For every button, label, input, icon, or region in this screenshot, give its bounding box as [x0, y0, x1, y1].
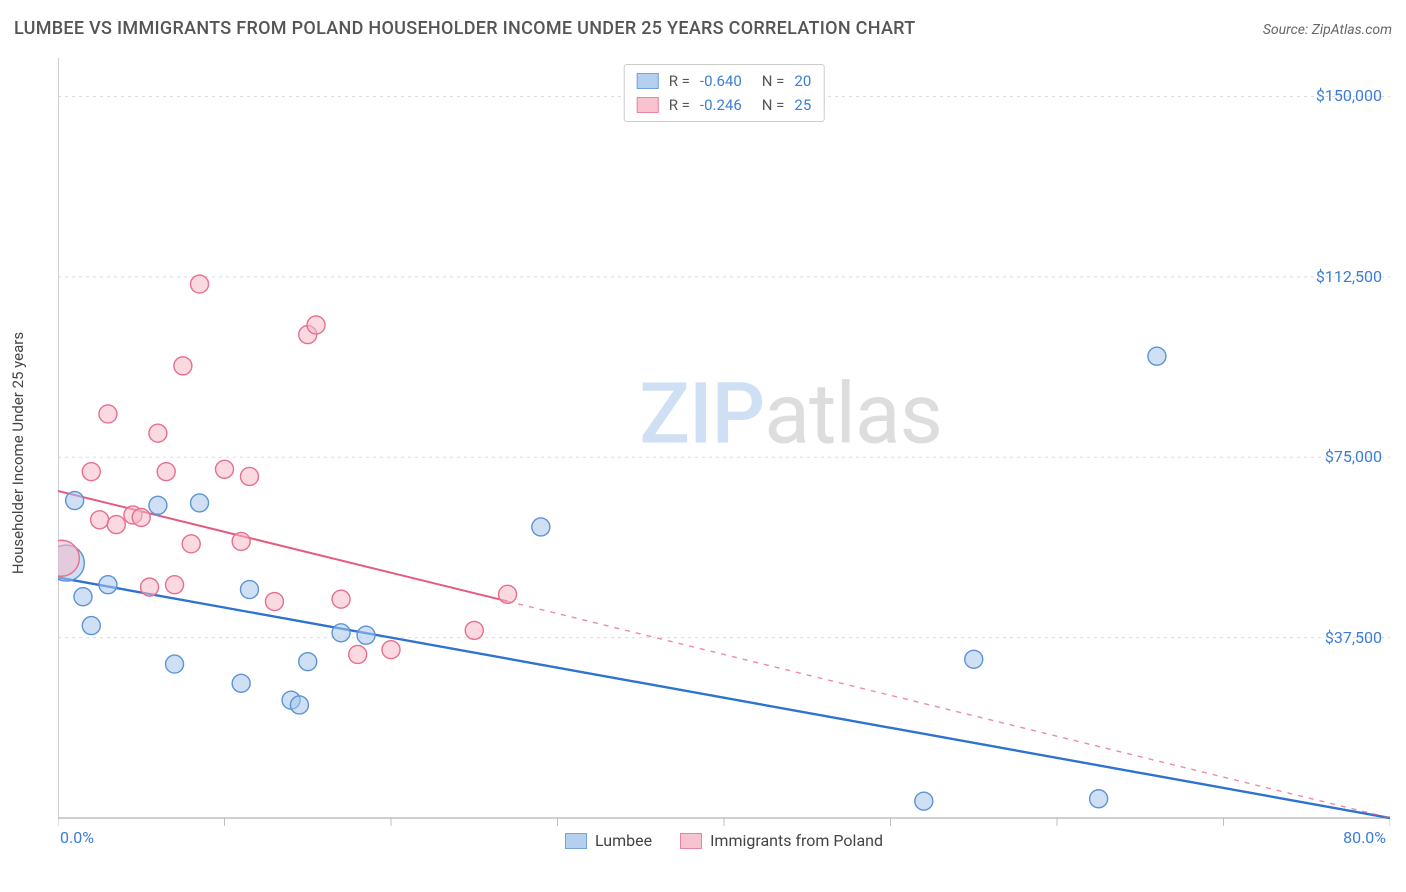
scatter-point: [965, 650, 983, 668]
scatter-point: [182, 535, 200, 553]
x-tick-label: 0.0%: [60, 828, 94, 847]
y-axis-label: Householder Income Under 25 years: [9, 332, 27, 574]
scatter-point: [290, 696, 308, 714]
scatter-point: [191, 275, 209, 293]
scatter-point: [349, 645, 367, 663]
scatter-point: [82, 617, 100, 635]
scatter-point: [191, 494, 209, 512]
scatter-point: [357, 626, 375, 644]
scatter-point: [232, 674, 250, 692]
scatter-point: [166, 576, 184, 594]
scatter-point: [232, 532, 250, 550]
legend-correlation: R = -0.640 N = 20 R = -0.246 N = 25: [624, 64, 825, 122]
legend-series-item: Lumbee: [565, 831, 652, 850]
legend-n-label: N =: [762, 69, 785, 93]
scatter-point: [332, 624, 350, 642]
scatter-point: [82, 463, 100, 481]
source-label: Source: ZipAtlas.com: [1263, 22, 1392, 38]
scatter-point: [240, 467, 258, 485]
scatter-point: [1148, 347, 1166, 365]
scatter-point: [149, 424, 167, 442]
scatter-point: [240, 581, 258, 599]
x-tick-label: 80.0%: [1343, 828, 1386, 847]
legend-stat-row: R = -0.640 N = 20: [637, 69, 812, 93]
scatter-point: [915, 792, 933, 810]
chart-container: Householder Income Under 25 years ZIPatl…: [58, 58, 1390, 848]
scatter-point: [99, 405, 117, 423]
legend-r-label: R =: [669, 93, 690, 117]
chart-title: LUMBEE VS IMMIGRANTS FROM POLAND HOUSEHO…: [14, 18, 915, 39]
y-tick-label: $150,000: [1316, 86, 1382, 105]
scatter-point: [532, 518, 550, 536]
scatter-point: [174, 357, 192, 375]
legend-n-label: N =: [762, 93, 785, 117]
scatter-point: [299, 653, 317, 671]
legend-swatch: [637, 97, 659, 113]
scatter-point: [91, 511, 109, 529]
legend-r-value: -0.246: [700, 93, 742, 117]
y-tick-label: $37,500: [1325, 628, 1382, 647]
scatter-point: [166, 655, 184, 673]
y-tick-label: $112,500: [1316, 267, 1382, 286]
scatter-point: [74, 588, 92, 606]
legend-series-label: Lumbee: [595, 831, 652, 850]
scatter-point: [216, 460, 234, 478]
scatter-point: [66, 492, 84, 510]
legend-series-item: Immigrants from Poland: [680, 831, 883, 850]
y-tick-label: $75,000: [1325, 447, 1382, 466]
scatter-point: [307, 316, 325, 334]
legend-swatch: [637, 73, 659, 89]
legend-n-value: 25: [794, 93, 811, 117]
legend-series: Lumbee Immigrants from Poland: [565, 831, 883, 850]
scatter-point: [1090, 790, 1108, 808]
legend-r-value: -0.640: [700, 69, 742, 93]
scatter-point: [107, 516, 125, 534]
legend-stat-row: R = -0.246 N = 25: [637, 93, 812, 117]
legend-swatch: [565, 833, 587, 849]
scatter-point: [141, 578, 159, 596]
scatter-point: [157, 463, 175, 481]
legend-n-value: 20: [794, 69, 811, 93]
legend-r-label: R =: [669, 69, 690, 93]
scatter-point: [99, 576, 117, 594]
scatter-point: [265, 593, 283, 611]
scatter-point: [332, 590, 350, 608]
scatter-point: [382, 641, 400, 659]
legend-swatch: [680, 833, 702, 849]
header-row: LUMBEE VS IMMIGRANTS FROM POLAND HOUSEHO…: [14, 18, 1392, 39]
scatter-point: [465, 621, 483, 639]
scatter-plot: [58, 58, 1390, 848]
scatter-point: [132, 508, 150, 526]
legend-series-label: Immigrants from Poland: [710, 831, 883, 850]
scatter-point: [499, 585, 517, 603]
scatter-point: [149, 496, 167, 514]
